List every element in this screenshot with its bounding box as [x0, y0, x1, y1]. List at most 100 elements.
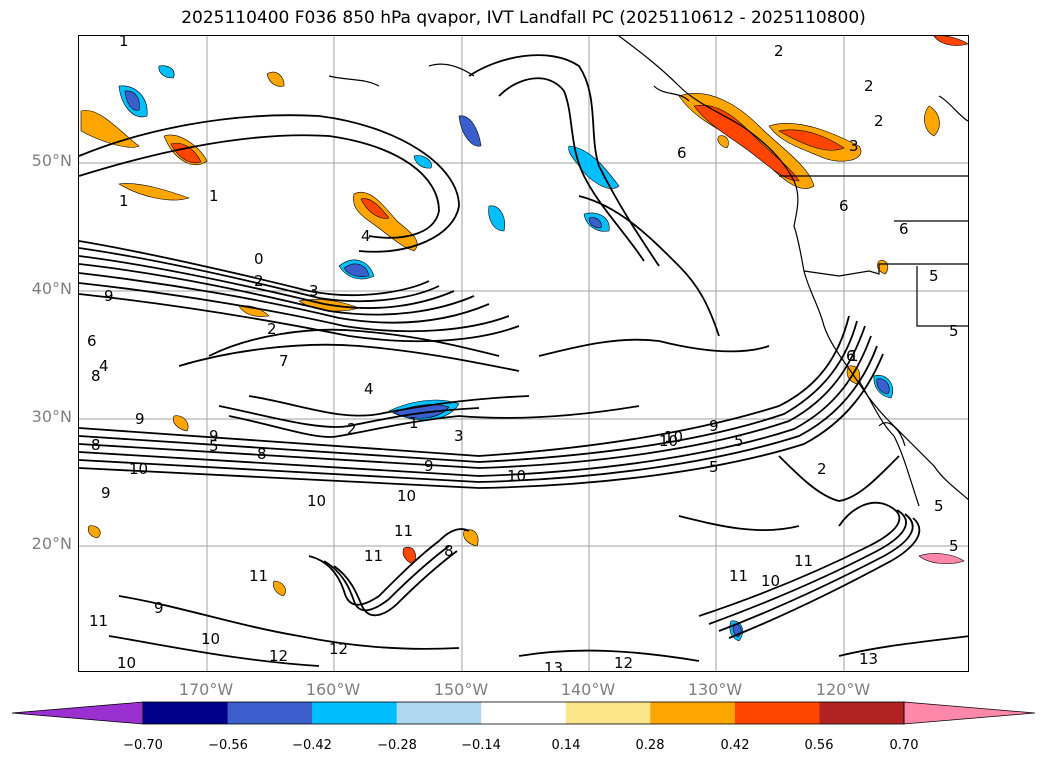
anomaly-patch-cold [413, 155, 432, 169]
anomaly-patch-warm [80, 110, 140, 148]
contour-label: 12 [614, 654, 633, 672]
contour-label: 9 [135, 410, 145, 428]
lat-label-30n: 30°N [31, 407, 72, 426]
contour-label: 5 [949, 537, 959, 555]
colorbar-tick: 0.70 [889, 738, 919, 753]
contour-label: 1 [119, 36, 129, 50]
lon-label-150w: 150°W [433, 680, 489, 699]
lon-label-130w: 130°W [687, 680, 743, 699]
contour-label: 6 [899, 220, 909, 238]
colorbar-segment [227, 702, 313, 724]
contour-label: 8 [444, 542, 454, 560]
contour-label: 10 [659, 432, 678, 450]
contour-label: 12 [329, 640, 348, 658]
contour-label: 11 [729, 567, 748, 585]
contour-label: 10 [761, 572, 780, 590]
contour-label: 9 [104, 287, 114, 305]
colorbar-tick: 0.42 [720, 738, 750, 753]
colorbar-tick: 0.56 [804, 738, 834, 753]
lat-label-20n: 20°N [31, 534, 72, 553]
colorbar-segment [819, 702, 905, 724]
colorbar-segment [734, 702, 820, 724]
contour-label: 4 [364, 380, 374, 398]
anomaly-patch-warm [87, 525, 101, 539]
contour-label: 8 [91, 436, 101, 454]
contour-label: 10 [129, 460, 148, 478]
contour-label: 10 [507, 467, 526, 485]
lon-label-160w: 160°W [305, 680, 361, 699]
lat-label-40n: 40°N [31, 279, 72, 298]
lon-label-170w: 170°W [178, 680, 234, 699]
contour-label: 2 [267, 320, 277, 338]
contour-label: 9 [101, 484, 111, 502]
contour-label: 4 [99, 357, 109, 375]
anomaly-patch-warm [238, 305, 270, 317]
colorbar-tick: 0.28 [635, 738, 665, 753]
contour-label: 1 [409, 414, 419, 432]
contour-labels: 1 2 4 0 2 3 9 8 6 7 8 4 5 2 1 9 8 9 10 9… [87, 36, 959, 672]
contour-label: 7 [279, 352, 289, 370]
contour-label: 6 [846, 347, 856, 365]
contour-label: 13 [544, 659, 563, 672]
anomaly-patch-warm [172, 415, 189, 432]
anomaly-patch-cold [124, 90, 140, 111]
map-panel: 1 2 4 0 2 3 9 8 6 7 8 4 5 2 1 9 8 9 10 9… [78, 35, 969, 672]
colorbar [11, 701, 1036, 725]
plot-title: 2025110400 F036 850 hPa qvapor, IVT Land… [181, 8, 866, 28]
anomaly-patch-warm [266, 71, 285, 87]
anomaly-patch-hot [360, 198, 390, 219]
anomaly-patch-hot [693, 104, 800, 182]
contour-label: 2 [864, 77, 874, 95]
lat-label-50n: 50°N [31, 151, 72, 170]
anomaly-patch-cold [343, 263, 370, 278]
contour-label: 4 [361, 227, 371, 245]
contour-label: 6 [677, 144, 687, 162]
contour-label: 6 [839, 197, 849, 215]
contour-label: 10 [117, 654, 136, 672]
contour-label: 1 [849, 347, 859, 365]
contour-label: 9 [209, 427, 219, 445]
anomaly-patch-cold [488, 205, 505, 232]
contour-label: 10 [397, 487, 416, 505]
anomaly-patch-warm [118, 183, 190, 201]
contour-label: 2 [347, 420, 357, 438]
contour-label: 3 [849, 137, 859, 155]
contour-label: 3 [454, 427, 464, 445]
contour-label: 11 [394, 522, 413, 540]
lon-label-140w: 140°W [560, 680, 616, 699]
contour-label: 9 [424, 457, 434, 475]
contour-label: 9 [154, 599, 164, 617]
coastlines [328, 36, 968, 507]
contour-label: 13 [859, 650, 878, 668]
contour-label: 11 [364, 547, 383, 565]
anomaly-patch-warm [918, 553, 965, 565]
contour-label: 5 [934, 497, 944, 515]
contour-label: 11 [89, 612, 108, 630]
contour-label: 8 [257, 445, 267, 463]
contour-label: 10 [307, 492, 326, 510]
anomaly-patch-hot [778, 129, 845, 151]
anomaly-patch-warm [933, 36, 968, 46]
lon-label-120w: 120°W [815, 680, 871, 699]
contour-label: 11 [794, 552, 813, 570]
colorbar-segment [312, 702, 398, 724]
anomaly-patch-cold [158, 65, 175, 79]
anomaly-patch-cold [876, 378, 890, 395]
contour-label: 2 [874, 112, 884, 130]
contour-label: 5 [709, 458, 719, 476]
colorbar-segment [650, 702, 736, 724]
contour-label: 2 [817, 460, 827, 478]
contour-label: 8 [91, 367, 101, 385]
contour-label: 5 [734, 432, 744, 450]
anomaly-patch-cold [458, 115, 482, 147]
colorbar-tick: −0.42 [292, 738, 332, 753]
anomaly-patch-warm [924, 105, 940, 137]
ivt-contours [79, 54, 968, 667]
colorbar-tick: −0.14 [461, 738, 501, 753]
colorbar-segment [396, 702, 482, 724]
contour-label: 1 [119, 192, 129, 210]
anomaly-patch-warm [717, 135, 729, 149]
contour-label: 11 [249, 567, 268, 585]
colorbar-segment [565, 702, 651, 724]
anomaly-patch-warm [273, 580, 286, 597]
